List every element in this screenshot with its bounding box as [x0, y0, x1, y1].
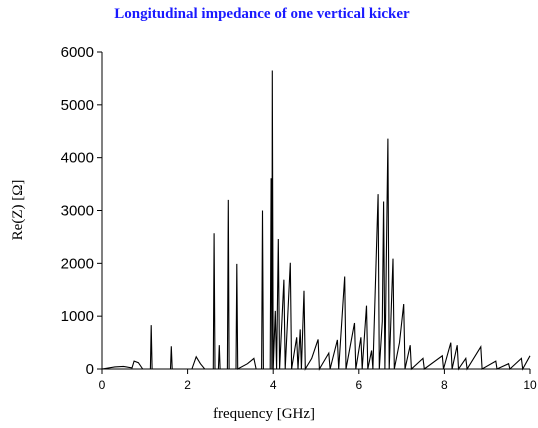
y-tick-label: 6000	[61, 44, 94, 61]
x-tick-label: 10	[523, 378, 537, 392]
y-tick-label: 5000	[61, 97, 94, 114]
x-tick-label: 4	[270, 378, 277, 392]
y-tick-label: 3000	[61, 203, 94, 220]
series-line	[101, 70, 531, 371]
y-tick-label: 2000	[61, 255, 94, 272]
y-axis-label: Re(Z) [Ω]	[10, 180, 26, 241]
x-tick-label: 2	[184, 378, 191, 392]
x-tick-label: 6	[355, 378, 362, 392]
x-tick-label: 8	[441, 378, 448, 392]
y-tick-label: 1000	[61, 308, 94, 325]
x-axis-label: frequency [GHz]	[213, 406, 315, 422]
y-tick-label: 0	[86, 361, 94, 378]
y-tick-label: 4000	[61, 150, 94, 167]
chart-title: Longitudinal impedance of one vertical k…	[114, 6, 410, 22]
x-tick-label: 0	[99, 378, 106, 392]
